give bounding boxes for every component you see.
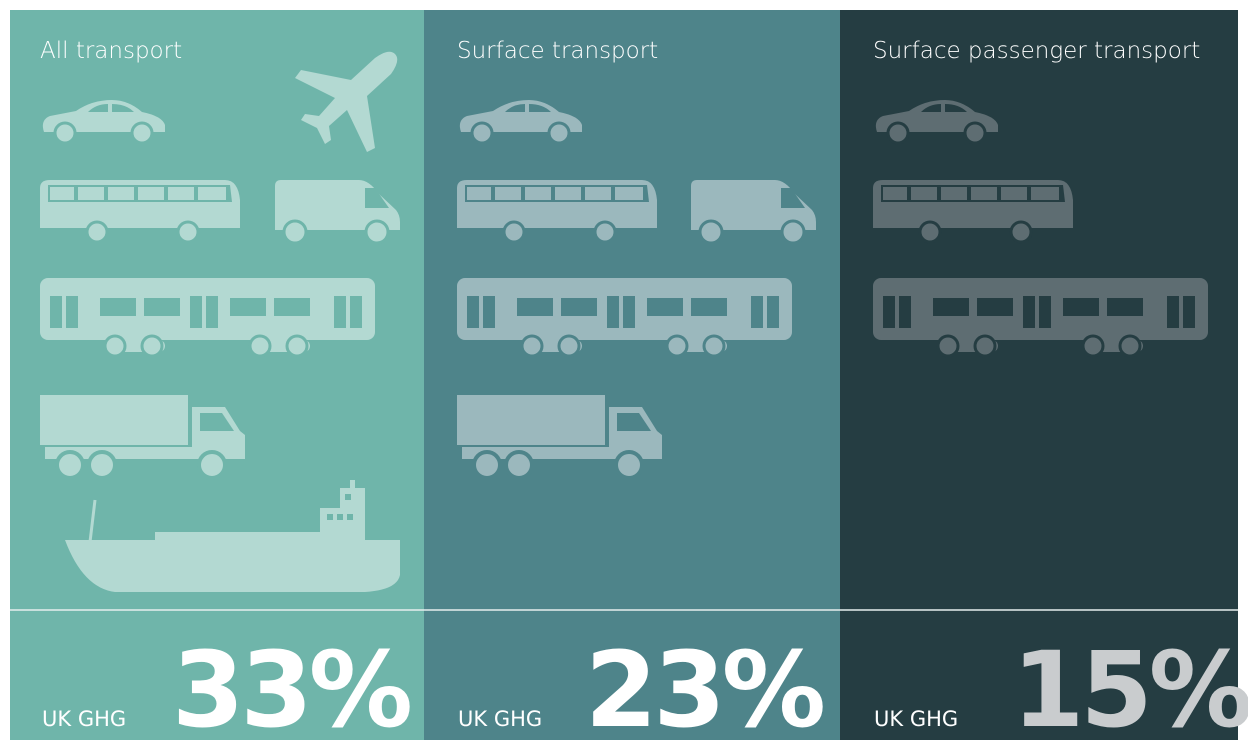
panel-all: All transport UK GHG 33% — [10, 10, 424, 751]
panel-title: Surface transport — [457, 38, 658, 64]
panel-title: Surface passenger transport — [873, 38, 1200, 64]
panel-label: UK GHG — [42, 707, 126, 731]
panel-value: 15% — [1012, 629, 1248, 751]
panel-title: All transport — [40, 38, 182, 64]
panel-label: UK GHG — [458, 707, 542, 731]
panel-label: UK GHG — [874, 707, 958, 731]
panel-passenger: Surface passenger transport UK GHG 15% — [840, 10, 1248, 751]
panel-value: 33% — [172, 629, 410, 751]
panel-value: 23% — [585, 629, 823, 751]
panel-surface: Surface transport UK GHG 23% — [424, 10, 840, 751]
